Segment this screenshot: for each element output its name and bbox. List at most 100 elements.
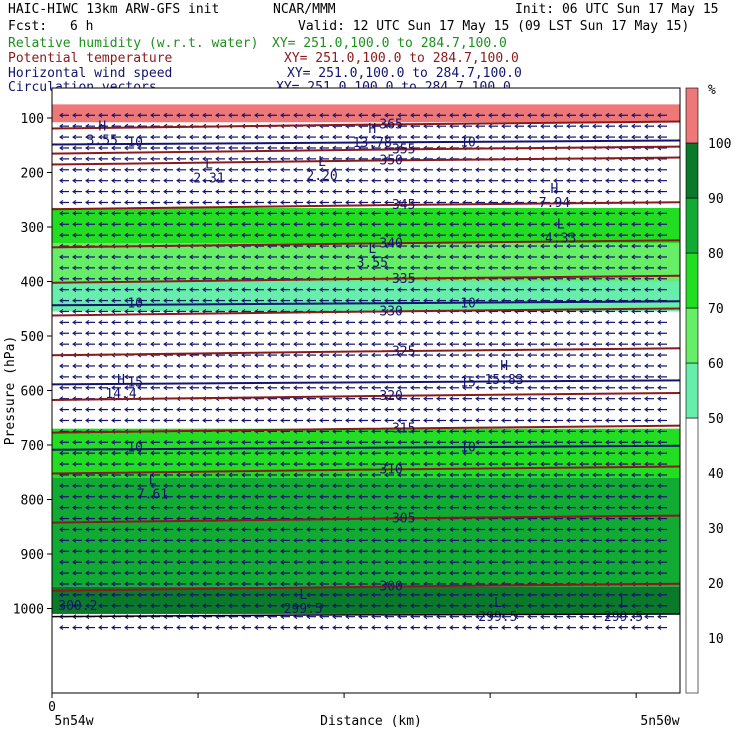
wind-vector-head <box>241 112 246 118</box>
rh-layer <box>52 243 680 282</box>
wind-vector-head <box>176 112 181 118</box>
wind-vector-head <box>644 123 649 129</box>
wind-vector-head <box>59 276 64 282</box>
wind-vector-head <box>462 254 467 260</box>
wind-vector-head <box>488 178 493 184</box>
wind-vector-head <box>371 112 376 118</box>
wind-vector-head <box>592 232 597 238</box>
wind-vector-head <box>202 189 207 194</box>
wind-vector-head <box>241 178 246 184</box>
extremum-value: 3.55 <box>357 256 388 271</box>
wind-vector-head <box>163 112 168 118</box>
wind-vector-head <box>267 210 272 216</box>
extremum-symbol: L <box>149 474 157 489</box>
wind-vector-head <box>293 178 298 184</box>
wind-vector-head <box>215 287 220 293</box>
wind-vector-head <box>579 123 584 129</box>
wind-vector-head <box>566 123 571 129</box>
wind-vector-head <box>436 265 441 271</box>
wind-vector-head <box>553 112 558 118</box>
wind-vector-head <box>189 254 194 260</box>
wind-vector-head <box>423 254 428 260</box>
wind-vector-head <box>540 243 545 249</box>
colorbar-tick-label: 30 <box>708 522 724 537</box>
wind-vector-head <box>59 145 64 151</box>
theta-label: 340 <box>379 236 402 251</box>
wind-vector-head <box>332 189 337 194</box>
wind-vector-head <box>163 265 168 271</box>
wind-vector-head <box>59 167 64 173</box>
field-wind-name: Horizontal wind speed <box>8 66 172 81</box>
wind-vector-head <box>319 112 324 118</box>
wind-vector-head <box>371 210 376 216</box>
wind-vector-head <box>605 112 610 118</box>
wind-vector-head <box>137 145 142 151</box>
wind-vector-head <box>579 112 584 118</box>
wind-vector-head <box>501 112 506 118</box>
wind-vector-head <box>98 221 103 227</box>
wind-vector-head <box>540 167 545 173</box>
extremum-symbol: L <box>368 242 376 257</box>
wind-vector-head <box>332 254 337 260</box>
wind-vector-head <box>254 134 259 140</box>
wind-vector-head <box>475 167 480 173</box>
extremum-value: 7.61 <box>137 488 168 503</box>
wind-vector-head <box>540 232 545 238</box>
wind-vector-head <box>189 156 194 162</box>
wind-vector-head <box>449 210 454 216</box>
wind-vector-head <box>410 167 415 173</box>
wind-vector-head <box>410 254 415 260</box>
wind-vector-head <box>449 232 454 238</box>
wind-vector-head <box>72 287 77 293</box>
wind-vector-head <box>293 221 298 227</box>
colorbar-bin <box>685 307 699 364</box>
wind-vector-head <box>228 134 233 140</box>
wind-vector-head <box>215 200 220 205</box>
wind-vector-head <box>462 221 467 227</box>
wind-vector-head <box>228 221 233 227</box>
wind-vector-head <box>215 210 220 216</box>
wind-vector-head <box>215 189 220 194</box>
wind-vector-head <box>358 265 363 271</box>
wind-vector-head <box>163 156 168 162</box>
colorbar-tick-label: 40 <box>708 467 724 482</box>
wind-vector-head <box>410 232 415 238</box>
wind-vector-head <box>150 167 155 173</box>
wind-vector-head <box>176 145 181 151</box>
wind-vector-head <box>72 167 77 173</box>
wind-vector-head <box>267 112 272 118</box>
wind-speed-label: 10 <box>127 136 143 151</box>
field-rh-name: Relative humidity (w.r.t. water) <box>8 36 258 51</box>
wind-vector-head <box>254 145 259 151</box>
field-theta-name: Potential temperature <box>8 51 172 66</box>
theta-label: 305 <box>392 512 415 527</box>
wind-vector-head <box>293 200 298 205</box>
wind-vector-head <box>488 265 493 271</box>
wind-vector-head <box>254 167 259 173</box>
wind-vector-head <box>241 287 246 293</box>
wind-vector-head <box>579 243 584 249</box>
wind-vector-head <box>540 189 545 194</box>
extremum-symbol: L <box>205 158 213 173</box>
wind-vector-head <box>657 112 662 118</box>
wind-vector-head <box>475 265 480 271</box>
wind-vector-head <box>124 200 129 205</box>
wind-vector-head <box>410 134 415 140</box>
wind-vector-head <box>124 210 129 216</box>
wind-vector-head <box>267 200 272 205</box>
wind-vector-head <box>631 276 636 282</box>
wind-vector-head <box>241 221 246 227</box>
wind-vector-head <box>605 178 610 184</box>
wind-vector-head <box>644 134 649 140</box>
wind-vector-head <box>332 210 337 216</box>
wind-vector-head <box>85 145 90 151</box>
wind-vector-head <box>345 210 350 216</box>
wind-vector-head <box>215 156 220 162</box>
wind-vector-head <box>111 200 116 205</box>
isentrope-value-label: 300.2 <box>58 599 97 614</box>
theta-label: 365 <box>379 118 402 133</box>
wind-vector-head <box>553 189 558 194</box>
wind-vector-head <box>618 167 623 173</box>
wind-vector-head <box>449 254 454 260</box>
wind-vector-head <box>176 200 181 205</box>
